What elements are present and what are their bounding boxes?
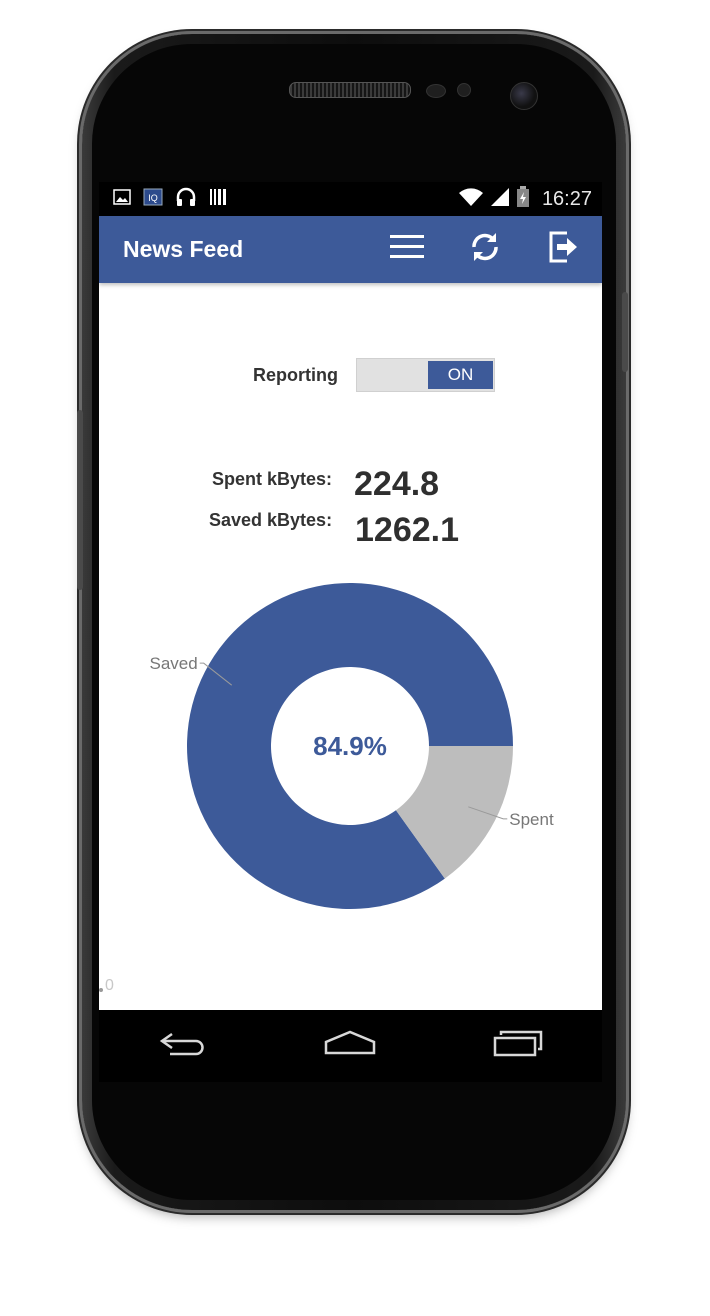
saved-label: Saved kBytes:: [209, 510, 333, 530]
app-bar: News Feed: [99, 216, 602, 283]
status-time: 16:27: [541, 187, 592, 210]
barcode-icon: [209, 188, 227, 211]
light-sensor: [457, 83, 471, 97]
back-button[interactable]: [138, 1016, 228, 1076]
speaker-grille: [289, 82, 411, 98]
front-camera: [510, 82, 538, 110]
logout-icon: [547, 230, 579, 269]
status-bar: IQ 16:27: [99, 182, 602, 216]
app-title: News Feed: [123, 236, 244, 262]
label-saved: Saved: [150, 654, 198, 673]
spent-value: 224.8: [354, 465, 440, 503]
logout-button[interactable]: [524, 216, 602, 283]
leader-line-saved: [199, 662, 233, 686]
power-button: [622, 292, 628, 372]
volume-button: [77, 410, 83, 590]
wifi-icon: [458, 187, 484, 212]
leader-line-spent: [468, 806, 508, 820]
back-icon: [158, 1029, 208, 1064]
donut-chart: Saved Spent 84.9%: [150, 583, 554, 909]
screen: IQ 16:27 News Feed: [99, 182, 602, 1010]
label-spent: Spent: [509, 810, 554, 829]
spent-label: Spent kBytes:: [212, 469, 333, 489]
saved-value: 1262.1: [355, 511, 459, 549]
donut-center-percent: 84.9%: [313, 731, 387, 761]
signal-icon: [490, 187, 510, 212]
battery-icon: [516, 185, 530, 213]
refresh-icon: [468, 230, 502, 269]
proximity-sensor: [426, 84, 446, 98]
image-icon: [113, 188, 131, 210]
slice-spent: [395, 746, 513, 879]
reporting-label: Reporting: [253, 365, 338, 385]
menu-button[interactable]: [368, 216, 446, 283]
home-button[interactable]: [305, 1016, 395, 1076]
slice-saved: [187, 583, 513, 909]
corner-value: 0: [105, 977, 114, 994]
svg-text:IQ: IQ: [148, 193, 158, 203]
toggle-thumb: ON: [428, 361, 493, 389]
menu-icon: [389, 233, 425, 266]
headphones-icon: [175, 187, 197, 212]
home-icon: [323, 1029, 377, 1064]
content-area: Reporting ON Spent kBytes: 224.8 Saved k…: [99, 283, 602, 1010]
keyboard-icon: IQ: [143, 188, 163, 211]
recent-apps-icon: [492, 1029, 544, 1064]
reporting-toggle[interactable]: ON: [356, 358, 495, 392]
nav-bar: [99, 1010, 602, 1082]
refresh-button[interactable]: [446, 216, 524, 283]
corner-dot: [99, 988, 103, 992]
recent-apps-button[interactable]: [473, 1016, 563, 1076]
